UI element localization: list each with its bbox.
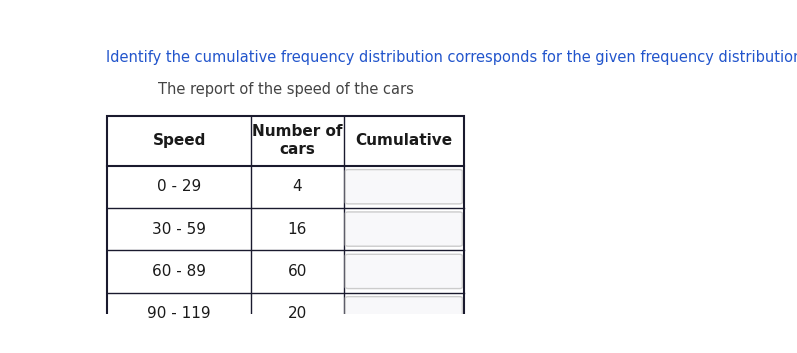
FancyBboxPatch shape (345, 297, 462, 331)
Text: Speed: Speed (152, 133, 206, 148)
Text: 4: 4 (292, 179, 302, 194)
Text: 30 - 59: 30 - 59 (152, 222, 206, 237)
FancyBboxPatch shape (345, 169, 462, 204)
FancyBboxPatch shape (345, 254, 462, 289)
Text: 20: 20 (288, 306, 307, 321)
Text: The report of the speed of the cars: The report of the speed of the cars (158, 82, 414, 97)
Text: 90 - 119: 90 - 119 (147, 306, 211, 321)
Text: 16: 16 (288, 222, 307, 237)
FancyBboxPatch shape (345, 212, 462, 246)
Text: Cumulative: Cumulative (355, 133, 453, 148)
Text: 60: 60 (288, 264, 307, 279)
Text: 0 - 29: 0 - 29 (157, 179, 201, 194)
Text: Number of
cars: Number of cars (252, 124, 343, 157)
Text: Identify the cumulative frequency distribution corresponds for the given frequen: Identify the cumulative frequency distri… (106, 50, 797, 65)
Text: 60 - 89: 60 - 89 (152, 264, 206, 279)
